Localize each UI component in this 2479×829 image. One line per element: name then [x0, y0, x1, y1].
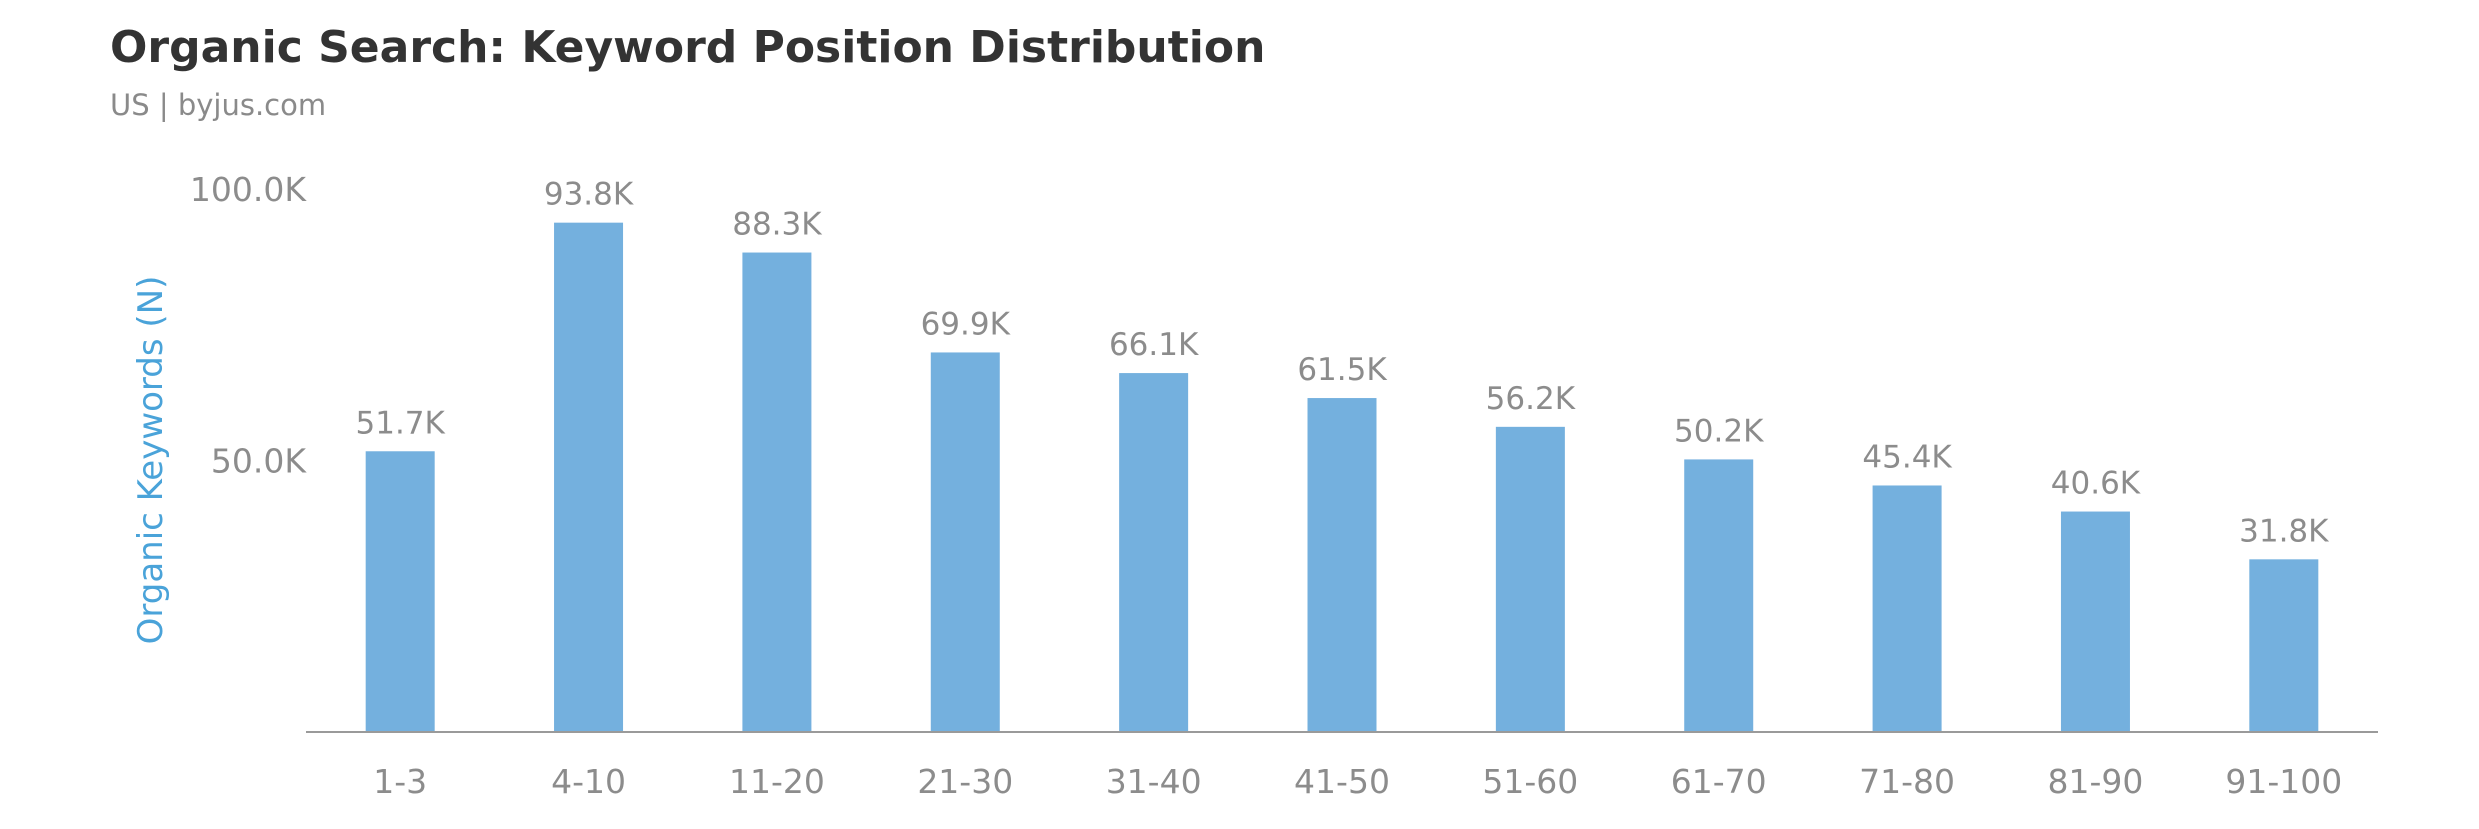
- data-label: 66.1K: [1109, 327, 1199, 363]
- x-axis-ticks: 1-3 4-10 11-20 21-30 31-40 41-50 51-60 61-70 71-…: [373, 762, 2342, 801]
- bar: [742, 252, 812, 732]
- data-label: 69.9K: [921, 306, 1011, 342]
- y-tick-label: 100.0K: [190, 170, 307, 209]
- x-tick-label: 71-80: [1859, 762, 1955, 801]
- x-tick-label: 61-70: [1671, 762, 1767, 801]
- bar: [365, 451, 435, 732]
- y-tick-label: 50.0K: [211, 442, 307, 481]
- y-axis-title: Organic Keywords (N): [131, 276, 171, 645]
- data-label: 61.5K: [1297, 352, 1387, 388]
- data-label: 93.8K: [544, 177, 634, 213]
- x-tick-label: 31-40: [1106, 762, 1202, 801]
- x-tick-label: 41-50: [1294, 762, 1390, 801]
- chart-title: Organic Search: Keyword Position Distrib…: [110, 22, 1266, 73]
- x-tick-label: 11-20: [729, 762, 825, 801]
- y-axis-ticks: 50.0K 100.0K: [190, 170, 307, 481]
- data-label: 45.4K: [1862, 439, 1952, 475]
- bar: [1119, 373, 1189, 732]
- bar: [1872, 485, 1942, 732]
- data-label: 51.7K: [356, 405, 446, 441]
- x-tick-label: 1-3: [373, 762, 427, 801]
- bar: [1684, 459, 1754, 732]
- x-tick-label: 81-90: [2048, 762, 2144, 801]
- bar: [930, 352, 1000, 732]
- bars: [365, 222, 2319, 732]
- bar: [1495, 426, 1565, 732]
- bar: [2060, 511, 2130, 732]
- x-tick-label: 91-100: [2225, 762, 2342, 801]
- x-tick-label: 4-10: [551, 762, 626, 801]
- data-label: 31.8K: [2239, 513, 2329, 549]
- x-tick-label: 21-30: [917, 762, 1013, 801]
- data-label: 50.2K: [1674, 413, 1764, 449]
- bar: [2249, 559, 2319, 732]
- data-label: 40.6K: [2051, 466, 2141, 502]
- data-label: 56.2K: [1486, 381, 1576, 417]
- chart-subtitle: US | byjus.com: [110, 88, 327, 122]
- data-label: 88.3K: [732, 207, 822, 243]
- x-tick-label: 51-60: [1482, 762, 1578, 801]
- data-labels: 51.7K 93.8K 88.3K 69.9K 66.1K 61.5K 56.2K 50.2K…: [356, 177, 2330, 550]
- bar: [554, 222, 624, 732]
- bar: [1307, 398, 1377, 732]
